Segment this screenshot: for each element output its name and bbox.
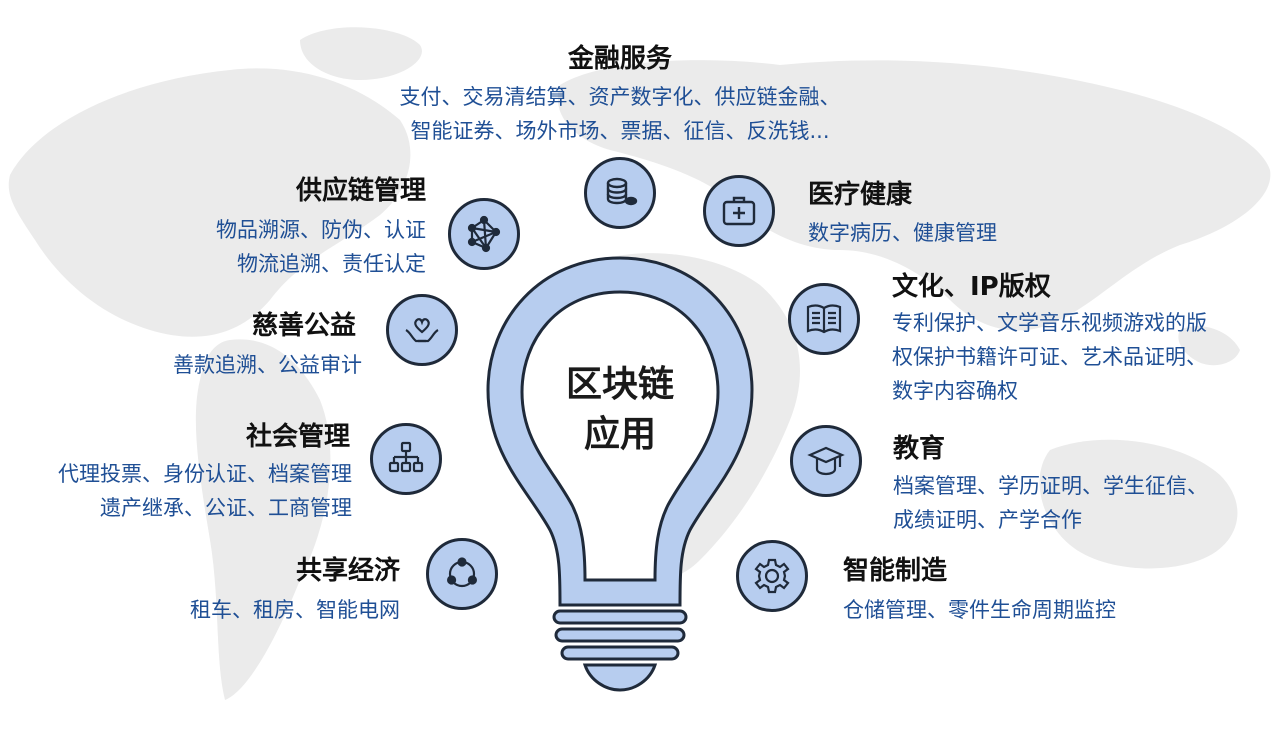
manufacturing-node	[736, 540, 808, 612]
sharing-economy-title: 共享经济	[295, 556, 400, 586]
manufacturing-title: 智能制造	[843, 556, 948, 586]
book-icon	[806, 304, 842, 334]
culture-ip-node	[788, 283, 860, 355]
supply-chain-node	[448, 198, 520, 270]
education-node	[790, 425, 862, 497]
manufacturing-description: 仓储管理、零件生命周期监控	[843, 598, 1116, 622]
sharing-economy-description: 租车、租房、智能电网	[190, 598, 400, 622]
sharing-economy-node	[426, 538, 498, 610]
coins-icon	[606, 177, 638, 206]
healthcare-node	[703, 175, 775, 247]
charity-title: 慈善公益	[251, 311, 356, 341]
graduation-cap-icon	[807, 446, 845, 476]
center-label: 区块链 应用	[540, 360, 700, 460]
culture-ip-title: 文化、IP版权	[892, 272, 1051, 302]
charity-description: 善款追溯、公益审计	[173, 353, 362, 377]
cycle-icon	[447, 557, 477, 588]
healthcare-title: 医疗健康	[808, 180, 913, 210]
culture-ip-description: 专利保护、文学音乐视频游戏的版 权保护书籍许可证、艺术品证明、 数字内容确权	[892, 311, 1207, 403]
gear-icon	[754, 558, 790, 594]
social-management-description: 代理投票、身份认证、档案管理 遗产继承、公证、工商管理	[58, 462, 352, 520]
finance-title: 金融服务	[567, 44, 672, 74]
healthcare-description: 数字病历、健康管理	[808, 221, 997, 245]
supply-chain-description: 物品溯源、防伪、认证 物流追溯、责任认定	[216, 218, 426, 276]
network-icon	[467, 215, 501, 253]
finance-node	[584, 157, 656, 229]
medical-kit-icon	[722, 196, 756, 226]
social-management-title: 社会管理	[245, 422, 350, 452]
finance-description: 支付、交易清结算、资产数字化、供应链金融、 智能证券、场外市场、票据、征信、反洗…	[399, 85, 841, 143]
center-line-2: 应用	[583, 414, 656, 455]
supply-chain-title: 供应链管理	[295, 176, 426, 206]
education-description: 档案管理、学历证明、学生征信、 成绩证明、产学合作	[893, 474, 1208, 532]
education-title: 教育	[893, 434, 946, 464]
heart-hands-icon	[405, 318, 439, 343]
hierarchy-icon	[388, 441, 424, 473]
center-line-1: 区块链	[565, 364, 674, 405]
charity-node	[386, 294, 458, 366]
social-management-node	[370, 423, 442, 495]
